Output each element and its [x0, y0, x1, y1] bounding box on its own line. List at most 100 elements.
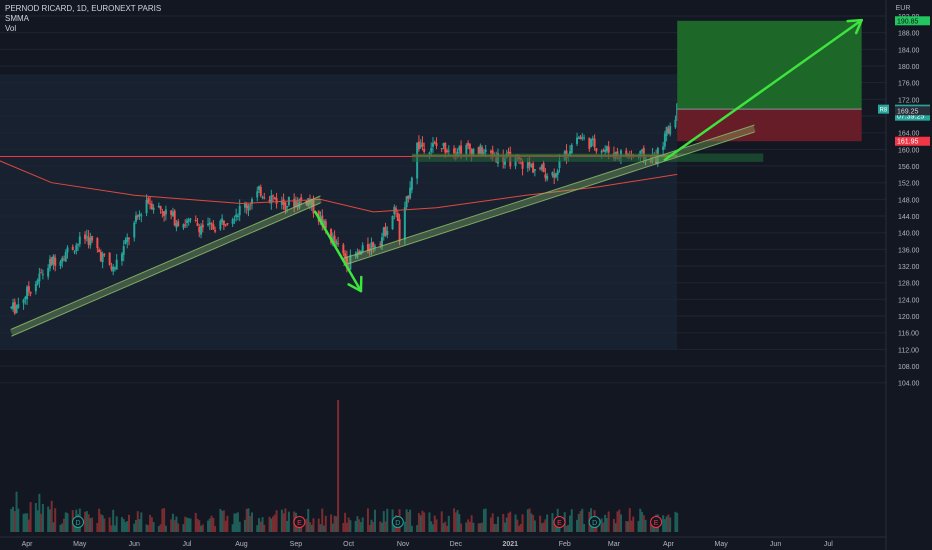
volume-bar [26, 513, 29, 532]
volume-bar [275, 510, 278, 532]
indicator-vol[interactable]: Vol [5, 24, 17, 33]
volume-bar [565, 525, 568, 532]
candle-body [526, 162, 529, 169]
candle-body [430, 148, 433, 152]
volume-bar [115, 516, 118, 532]
indicator-smma[interactable]: SMMA [5, 14, 29, 23]
candle-body [147, 198, 150, 203]
candle-body [358, 250, 361, 254]
volume-bar [108, 517, 111, 532]
candle-body [66, 247, 69, 253]
candle-body [36, 280, 39, 285]
volume-bar [50, 500, 53, 532]
volume-bar [185, 517, 188, 532]
volume-bar [361, 517, 364, 532]
volume-bar [619, 514, 622, 532]
volume-bar [184, 516, 187, 532]
candle-body [272, 195, 275, 197]
price-axis-panel [886, 0, 932, 550]
volume-bar [89, 518, 92, 532]
candle-body [373, 246, 376, 248]
candle-body [64, 252, 67, 262]
volume-bar [36, 510, 39, 532]
volume-bar [219, 508, 222, 532]
volume-bar [505, 517, 508, 532]
time-tick-label: Jul [824, 541, 833, 548]
candle-body [71, 246, 74, 250]
candle-body [96, 238, 99, 249]
candle-body [533, 169, 536, 171]
volume-bar [642, 515, 645, 532]
volume-bar [669, 517, 672, 532]
volume-bar [386, 508, 389, 532]
candle-body [391, 215, 394, 230]
volume-bar [491, 513, 494, 532]
arrow-head [854, 18, 863, 35]
candle-body [17, 304, 20, 308]
candle-body [398, 219, 401, 242]
candle-body [268, 199, 271, 202]
candle-body [152, 207, 155, 210]
trend-band-2 [342, 125, 756, 266]
volume-bar [444, 521, 447, 532]
price-tick-label: 108.00 [898, 364, 920, 371]
candle-body [435, 143, 438, 147]
candle-body [61, 257, 64, 263]
candle-body [150, 203, 153, 210]
candle-body [605, 146, 608, 151]
candle-body [112, 266, 115, 272]
volume-bar [85, 511, 88, 532]
volume-bar [526, 509, 529, 532]
volume-bar [48, 509, 51, 532]
candle-body [273, 197, 276, 199]
volume-bar [384, 521, 387, 532]
volume-bar [159, 524, 162, 532]
volume-bar [417, 513, 420, 532]
volume-bar [558, 525, 561, 532]
volume-bar [256, 525, 259, 532]
volume-bar [145, 524, 148, 532]
candle-body [546, 175, 549, 180]
volume-bar [196, 518, 199, 532]
candle-body [231, 219, 234, 224]
candle-body [235, 214, 238, 218]
volume-bar [250, 512, 253, 532]
candle-body [27, 286, 30, 292]
price-tick-label: 128.00 [898, 281, 920, 288]
candle-body [98, 249, 101, 253]
trend-band-edge [343, 124, 755, 259]
candle-body [528, 162, 531, 166]
time-tick-label: Sep [290, 541, 303, 548]
candle-body [24, 296, 27, 300]
price-tick-label: 164.00 [898, 131, 920, 138]
volume-bar [430, 521, 433, 532]
volume-bar [258, 518, 261, 532]
volume-bar [27, 519, 30, 532]
candle-body [467, 142, 470, 146]
volume-bar [263, 524, 266, 532]
volume-bar [405, 509, 408, 532]
volume-bar [641, 511, 644, 532]
candle-body [298, 199, 301, 208]
trend-band-edge [343, 131, 755, 266]
price-tick-label: 124.00 [898, 297, 920, 304]
event-marker-circle [650, 516, 663, 528]
mid-price-tag-bg [895, 106, 930, 116]
time-tick-label: May [73, 541, 87, 548]
volume-bar [468, 521, 471, 532]
volume-bar [222, 510, 225, 532]
candle-body [136, 215, 139, 218]
price-tick-label: 184.00 [898, 47, 920, 54]
volume-bar [502, 514, 505, 532]
volume-bar [73, 525, 76, 532]
volume-bar [373, 509, 376, 532]
candle-body [163, 211, 166, 217]
symbol-title[interactable]: PERNOD RICARD, 1D, EURONEXT PARIS [5, 4, 162, 13]
candle-body [124, 240, 127, 244]
volume-bar [435, 519, 438, 532]
volume-bar [29, 502, 32, 532]
candle-body [59, 261, 62, 266]
candle-body [284, 202, 287, 210]
candle-body [300, 197, 303, 200]
